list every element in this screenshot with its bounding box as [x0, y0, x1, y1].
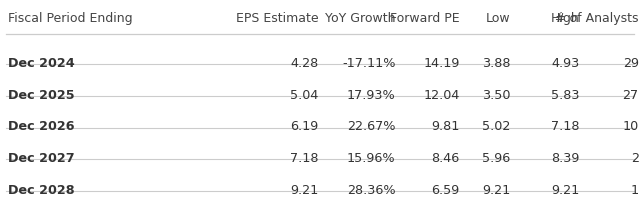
Text: 8.46: 8.46 [431, 152, 460, 165]
Text: 14.19: 14.19 [423, 57, 460, 70]
Text: 15.96%: 15.96% [347, 152, 396, 165]
Text: 5.02: 5.02 [483, 120, 511, 133]
Text: 5.04: 5.04 [291, 89, 319, 102]
Text: YoY Growth: YoY Growth [325, 12, 396, 25]
Text: 1: 1 [630, 184, 639, 197]
Text: 17.93%: 17.93% [347, 89, 396, 102]
Text: 28.36%: 28.36% [347, 184, 396, 197]
Text: 8.39: 8.39 [551, 152, 579, 165]
Text: 2: 2 [631, 152, 639, 165]
Text: 7.18: 7.18 [550, 120, 579, 133]
Text: 4.28: 4.28 [291, 57, 319, 70]
Text: Dec 2028: Dec 2028 [8, 184, 74, 197]
Text: 6.19: 6.19 [291, 120, 319, 133]
Text: Dec 2024: Dec 2024 [8, 57, 74, 70]
Text: Dec 2027: Dec 2027 [8, 152, 74, 165]
Text: Low: Low [486, 12, 511, 25]
Text: -17.11%: -17.11% [342, 57, 396, 70]
Text: 3.88: 3.88 [482, 57, 511, 70]
Text: 3.50: 3.50 [482, 89, 511, 102]
Text: 9.81: 9.81 [431, 120, 460, 133]
Text: 4.93: 4.93 [551, 57, 579, 70]
Text: 6.59: 6.59 [431, 184, 460, 197]
Text: 9.21: 9.21 [291, 184, 319, 197]
Text: 27: 27 [623, 89, 639, 102]
Text: High: High [550, 12, 579, 25]
Text: 29: 29 [623, 57, 639, 70]
Text: 12.04: 12.04 [423, 89, 460, 102]
Text: 5.96: 5.96 [483, 152, 511, 165]
Text: 9.21: 9.21 [483, 184, 511, 197]
Text: 5.83: 5.83 [550, 89, 579, 102]
Text: Dec 2026: Dec 2026 [8, 120, 74, 133]
Text: 9.21: 9.21 [551, 184, 579, 197]
Text: 7.18: 7.18 [290, 152, 319, 165]
Text: # of Analysts: # of Analysts [556, 12, 639, 25]
Text: Dec 2025: Dec 2025 [8, 89, 74, 102]
Text: 10: 10 [623, 120, 639, 133]
Text: Fiscal Period Ending: Fiscal Period Ending [8, 12, 132, 25]
Text: Forward PE: Forward PE [390, 12, 460, 25]
Text: EPS Estimate: EPS Estimate [236, 12, 319, 25]
Text: 22.67%: 22.67% [347, 120, 396, 133]
